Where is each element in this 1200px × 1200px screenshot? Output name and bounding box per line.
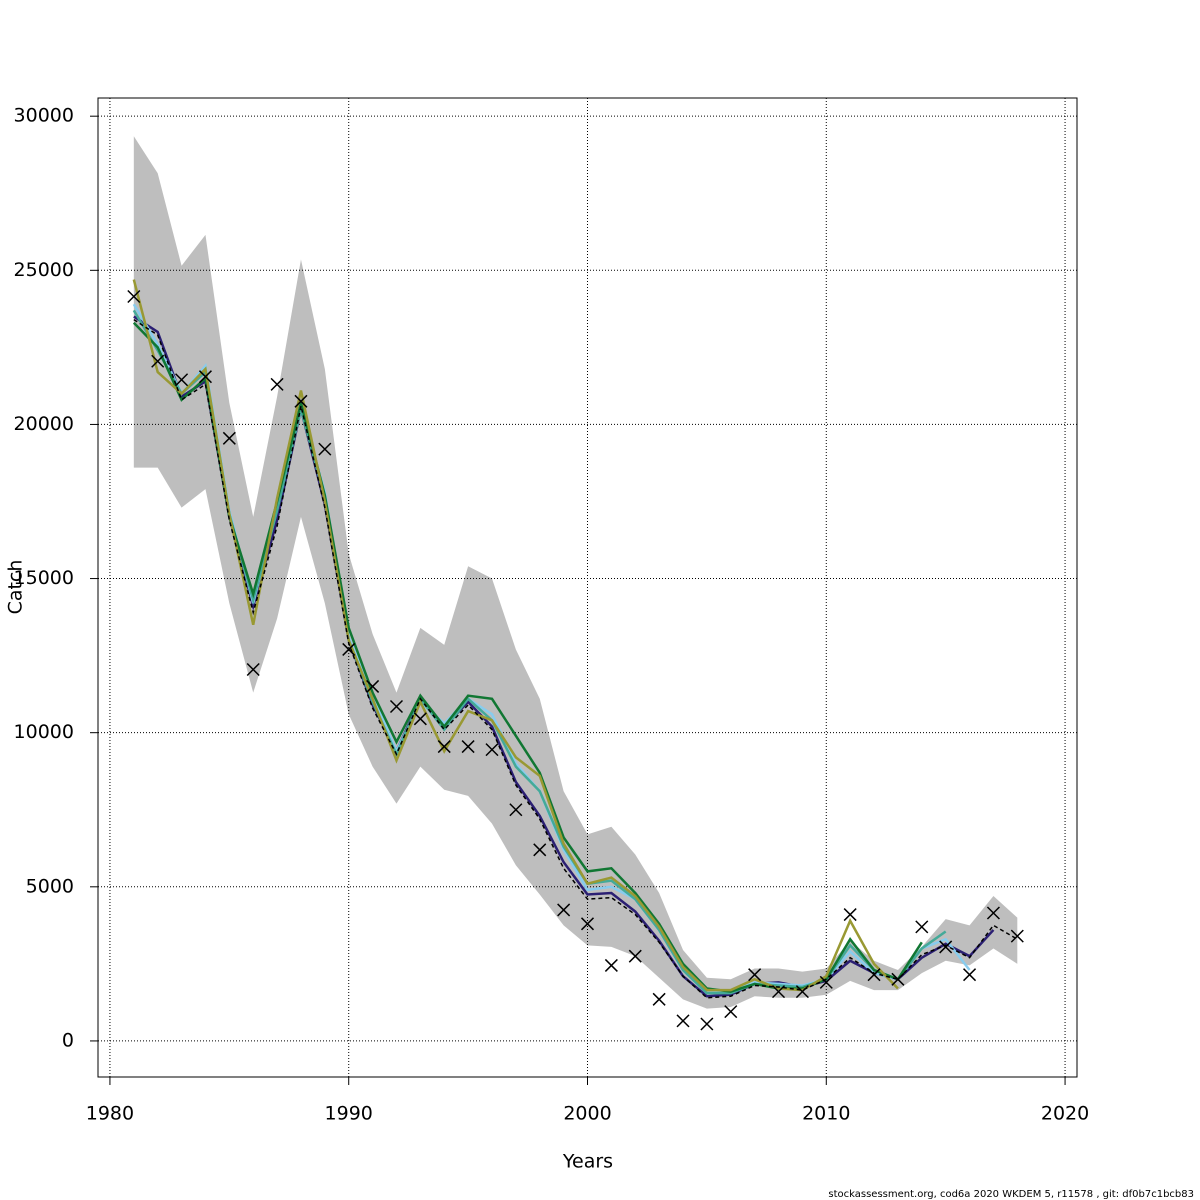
observed-point [1010, 929, 1024, 943]
observed-point [413, 712, 427, 726]
observed-point [461, 740, 475, 754]
observed-point [342, 642, 356, 656]
footer: stockassessment.org, cod6a 2020 WKDEM 5,… [828, 1189, 1194, 1200]
observed-point [437, 740, 451, 754]
observed-point [676, 1014, 690, 1028]
y-tick-label: 30000 [14, 105, 74, 127]
observed-point [700, 1017, 714, 1031]
x-tick-label: 2010 [802, 1103, 850, 1125]
observed-point [795, 985, 809, 999]
y-tick-label: 10000 [14, 721, 74, 743]
observed-point [915, 920, 929, 934]
observed-point [891, 972, 905, 986]
x-tick-label: 2000 [563, 1103, 611, 1125]
series-line [132, 279, 899, 992]
y-tick-label: 15000 [14, 567, 74, 589]
series-line [133, 315, 995, 998]
observed-point [246, 662, 260, 677]
observed-point [580, 917, 595, 931]
observed-point [771, 985, 786, 999]
x-axis-label: Years [562, 1151, 613, 1173]
observed-point [867, 968, 881, 982]
observed-point [652, 992, 666, 1006]
x-tick-label: 1990 [325, 1103, 373, 1125]
observed-point [389, 699, 404, 714]
observed-point [748, 968, 762, 982]
observed-point [509, 803, 523, 817]
confidence-band [133, 136, 1018, 1009]
observed-point [366, 679, 380, 693]
observed-point [724, 1005, 738, 1019]
x-tick-label: 2020 [1041, 1103, 1089, 1125]
observed-point [628, 949, 642, 963]
plot-frame [97, 97, 1078, 1078]
observed-point [198, 370, 212, 384]
y-axis-label: Catch [5, 560, 27, 615]
observed-point [151, 354, 165, 368]
observed-point [604, 958, 618, 972]
y-tick-label: 5000 [26, 875, 74, 897]
observed-point [533, 843, 547, 857]
x-tick-label: 1980 [86, 1103, 134, 1125]
observed-point [557, 903, 571, 917]
observed-point [294, 394, 308, 408]
y-tick-label: 20000 [14, 413, 74, 435]
observed-point [175, 373, 189, 387]
observed-point [127, 289, 141, 304]
observed-point [963, 968, 977, 982]
observed-point [270, 377, 284, 391]
observed-point [986, 906, 1000, 920]
observed-point [939, 940, 953, 954]
observed-point [222, 431, 236, 445]
observed-point [485, 743, 499, 757]
observed-point [318, 442, 332, 456]
y-tick-label: 25000 [14, 259, 74, 281]
observed-point [819, 975, 833, 989]
y-tick-label: 0 [62, 1029, 74, 1051]
observed-point [843, 908, 857, 922]
